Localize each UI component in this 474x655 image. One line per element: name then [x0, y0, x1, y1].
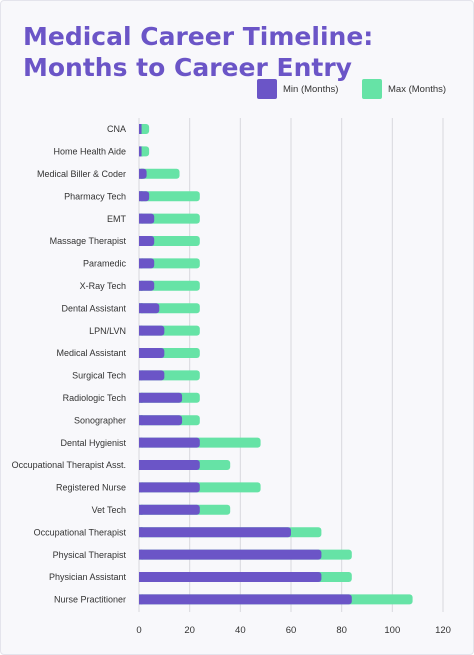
category-label: Occupational Therapist [34, 527, 127, 537]
legend-item-min: Min (Months) [257, 79, 338, 99]
category-label: Occupational Therapist Asst. [12, 460, 126, 470]
bar-min [139, 392, 183, 403]
category-label: Home Health Aide [53, 147, 126, 157]
category-label: Pharmacy Tech [64, 191, 126, 201]
bar-min-left-edge [139, 437, 142, 448]
bar-min [139, 370, 165, 381]
bar-min-left-edge [139, 213, 142, 224]
chart-title: Medical Career Timeline: Months to Caree… [23, 22, 374, 82]
bar-min [139, 258, 155, 269]
bar-min-left-edge [139, 124, 142, 134]
bar-min [139, 325, 165, 336]
bar-min-left-edge [139, 236, 142, 246]
bar-min-left-edge [139, 258, 142, 269]
category-label: Nurse Practitioner [54, 595, 126, 605]
bar-min-left-edge [139, 370, 142, 381]
category-label: Sonographer [74, 415, 126, 425]
category-label: Dental Assistant [61, 303, 126, 313]
bar-min [139, 415, 183, 426]
bar-min-left-edge [139, 146, 142, 157]
x-tick-label-120: 120 [435, 625, 451, 636]
x-tick-label-60: 60 [286, 625, 297, 636]
x-tick-label-80: 80 [336, 625, 347, 636]
category-label: Medical Biller & Coder [37, 169, 126, 179]
x-tick-label-20: 20 [184, 625, 195, 636]
bar-max [139, 258, 200, 269]
bar-min [139, 482, 200, 493]
category-label: Physical Therapist [53, 550, 127, 560]
bar-min-left-edge [139, 549, 142, 560]
category-label: Surgical Tech [72, 371, 126, 381]
bar-min [139, 280, 155, 291]
bar-min [139, 348, 165, 358]
bar-min-left-edge [139, 527, 142, 538]
category-label: LPN/LVN [89, 326, 126, 336]
legend-swatch-max [362, 79, 382, 99]
legend-label-max: Max (Months) [388, 83, 447, 95]
category-label: Registered Nurse [56, 483, 126, 493]
bar-min [139, 437, 200, 448]
x-tick-label-40: 40 [235, 625, 246, 636]
bar-max [139, 280, 200, 291]
bar-min [139, 594, 352, 605]
bar-min [139, 236, 155, 246]
bar-min-left-edge [139, 325, 142, 336]
category-label: CNA [107, 124, 126, 134]
bar-min [139, 527, 291, 538]
x-tick-label-100: 100 [384, 625, 400, 636]
bar-min-left-edge [139, 392, 142, 403]
category-label: Physician Assistant [49, 572, 127, 582]
bar-min-left-edge [139, 348, 142, 358]
legend-swatch-min [257, 79, 277, 99]
bar-max [139, 236, 200, 246]
category-label: Vet Tech [92, 505, 126, 515]
bar-max [139, 213, 200, 224]
bar-min-left-edge [139, 482, 142, 493]
bar-max [139, 168, 180, 179]
bar-min-left-edge [139, 594, 142, 605]
bar-min-left-edge [139, 168, 142, 179]
legend-label-min: Min (Months) [283, 83, 339, 95]
bar-min-left-edge [139, 415, 142, 426]
bar-min [139, 572, 322, 582]
bar-min [139, 549, 322, 560]
bar-min [139, 303, 160, 314]
bar-min-left-edge [139, 303, 142, 314]
category-label: Massage Therapist [50, 236, 127, 246]
bar-min-left-edge [139, 504, 142, 515]
bar-max [139, 191, 200, 202]
bar-min-left-edge [139, 191, 142, 202]
category-label: Medical Assistant [56, 348, 126, 358]
bar-min [139, 504, 200, 515]
category-label: Dental Hygienist [60, 438, 126, 448]
bar-min-left-edge [139, 460, 142, 470]
bar-min [139, 460, 200, 470]
category-label: Paramedic [83, 259, 127, 269]
bar-min-left-edge [139, 280, 142, 291]
bar-min-left-edge [139, 572, 142, 582]
category-label: Radiologic Tech [63, 393, 126, 403]
category-label: X-Ray Tech [80, 281, 126, 291]
bar-min [139, 213, 155, 224]
legend-item-max: Max (Months) [362, 79, 446, 99]
category-label: EMT [107, 214, 127, 224]
x-tick-label-0: 0 [136, 625, 141, 636]
